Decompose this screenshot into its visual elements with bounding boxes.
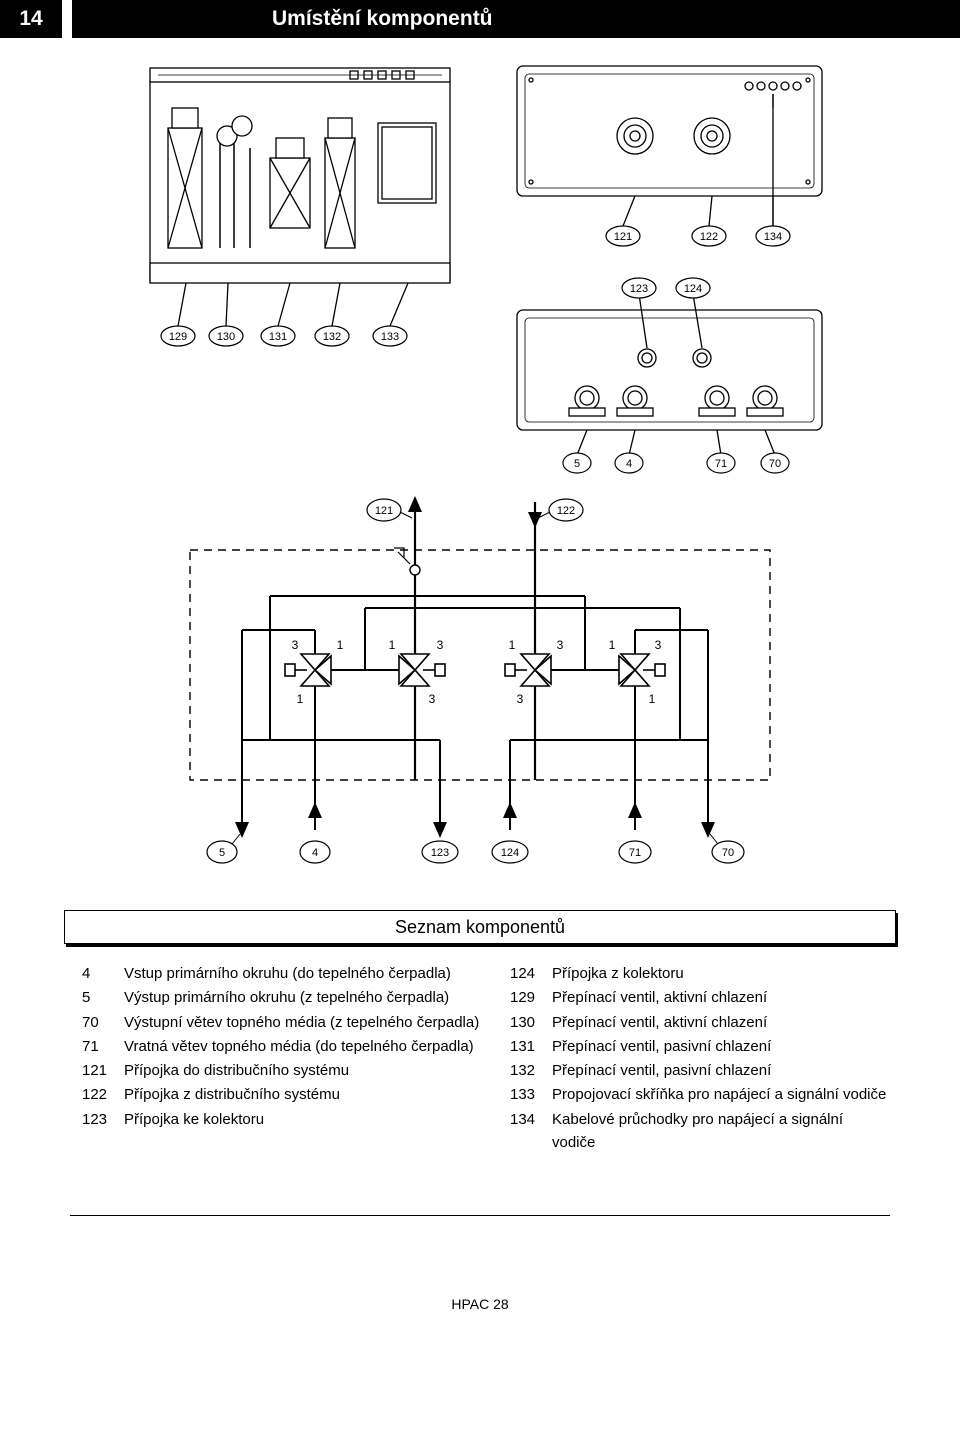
schematic-svg: 3 1 1 1 3 3 1 3 3 1 3 1 (140, 490, 820, 880)
item-text: Vratná větev topného média (do tepelného… (124, 1035, 482, 1058)
item-text: Přepínací ventil, pasivní chlazení (552, 1059, 890, 1082)
item-num: 132 (510, 1059, 552, 1082)
list-item: 70Výstupní větev topného média (z tepeln… (82, 1011, 482, 1034)
footer-label: HPAC 28 (0, 1296, 960, 1312)
item-text: Propojovací skříňka pro napájecí a signá… (552, 1083, 890, 1106)
callout-133: 133 (381, 331, 399, 343)
item-text: Přepínací ventil, pasivní chlazení (552, 1035, 890, 1058)
item-text: Vstup primárního okruhu (do tepelného če… (124, 962, 482, 985)
callout-132: 132 (323, 331, 341, 343)
callout-124: 124 (684, 283, 702, 295)
item-num: 122 (82, 1083, 124, 1106)
callout-4: 4 (626, 458, 632, 470)
page-number: 14 (0, 0, 62, 38)
item-num: 121 (82, 1059, 124, 1082)
item-num: 133 (510, 1083, 552, 1106)
callout-129: 129 (169, 331, 187, 343)
item-num: 130 (510, 1011, 552, 1034)
callout-70: 70 (769, 458, 781, 470)
list-item: 123Přípojka ke kolektoru (82, 1108, 482, 1131)
diagram-row-top: 129 130 131 132 133 (0, 60, 960, 480)
sch-callout-70: 70 (722, 847, 734, 859)
sch-callout-4: 4 (312, 847, 318, 859)
footer-rule (70, 1215, 890, 1216)
component-list-right: 124Přípojka z kolektoru 129Přepínací ven… (510, 962, 890, 1155)
item-text: Výstupní větev topného média (z tepelnéh… (124, 1011, 482, 1034)
callout-122: 122 (700, 231, 718, 243)
vport: 1 (609, 638, 616, 652)
callout-71: 71 (715, 458, 727, 470)
list-item: 121Přípojka do distribučního systému (82, 1059, 482, 1082)
list-item: 131Přepínací ventil, pasivní chlazení (510, 1035, 890, 1058)
sch-callout-123: 123 (431, 847, 449, 859)
vport: 1 (389, 638, 396, 652)
list-item: 134Kabelové průchodky pro napájecí a sig… (510, 1108, 890, 1155)
component-columns: 4Vstup primárního okruhu (do tepelného č… (0, 962, 960, 1155)
vport: 3 (437, 638, 444, 652)
list-item: 132Přepínací ventil, pasivní chlazení (510, 1059, 890, 1082)
item-num: 129 (510, 986, 552, 1009)
callout-130: 130 (217, 331, 235, 343)
vport: 3 (655, 638, 662, 652)
item-text: Kabelové průchodky pro napájecí a signál… (552, 1108, 890, 1155)
item-text: Přepínací ventil, aktivní chlazení (552, 1011, 890, 1034)
item-text: Přípojka z kolektoru (552, 962, 890, 985)
item-text: Přípojka ke kolektoru (124, 1108, 482, 1131)
sch-callout-5: 5 (219, 847, 225, 859)
title-gap (62, 0, 72, 38)
callout-5: 5 (574, 458, 580, 470)
list-item: 5Výstup primárního okruhu (z tepelného č… (82, 986, 482, 1009)
callout-123: 123 (630, 283, 648, 295)
list-item: 71Vratná větev topného média (do tepelné… (82, 1035, 482, 1058)
item-num: 70 (82, 1011, 124, 1034)
top-diagrams-svg: 129 130 131 132 133 (65, 60, 895, 480)
item-num: 124 (510, 962, 552, 985)
component-list-header: Seznam komponentů (64, 910, 896, 944)
page-title: Umístění komponentů (72, 0, 960, 38)
sch-callout-122: 122 (557, 505, 575, 517)
list-item: 4Vstup primárního okruhu (do tepelného č… (82, 962, 482, 985)
vport: 1 (297, 692, 304, 706)
item-text: Výstup primárního okruhu (z tepelného če… (124, 986, 482, 1009)
item-text: Přepínací ventil, aktivní chlazení (552, 986, 890, 1009)
list-item: 129Přepínací ventil, aktivní chlazení (510, 986, 890, 1009)
list-item: 124Přípojka z kolektoru (510, 962, 890, 985)
vport: 1 (337, 638, 344, 652)
callout-131: 131 (269, 331, 287, 343)
item-num: 134 (510, 1108, 552, 1155)
vport: 1 (649, 692, 656, 706)
list-item: 122Přípojka z distribučního systému (82, 1083, 482, 1106)
callout-121: 121 (614, 231, 632, 243)
vport: 3 (557, 638, 564, 652)
vport: 1 (509, 638, 516, 652)
sch-callout-124: 124 (501, 847, 519, 859)
sch-callout-71: 71 (629, 847, 641, 859)
callout-134: 134 (764, 231, 782, 243)
item-num: 131 (510, 1035, 552, 1058)
vport: 3 (517, 692, 524, 706)
item-num: 123 (82, 1108, 124, 1131)
sch-callout-121: 121 (375, 505, 393, 517)
item-num: 71 (82, 1035, 124, 1058)
item-text: Přípojka z distribučního systému (124, 1083, 482, 1106)
vport: 3 (429, 692, 436, 706)
item-text: Přípojka do distribučního systému (124, 1059, 482, 1082)
component-list-left: 4Vstup primárního okruhu (do tepelného č… (82, 962, 482, 1155)
item-num: 5 (82, 986, 124, 1009)
list-item: 133Propojovací skříňka pro napájecí a si… (510, 1083, 890, 1106)
title-bar: 14 Umístění komponentů (0, 0, 960, 38)
item-num: 4 (82, 962, 124, 985)
hydraulic-schematic: 3 1 1 1 3 3 1 3 3 1 3 1 (0, 490, 960, 880)
vport: 3 (292, 638, 299, 652)
list-item: 130Přepínací ventil, aktivní chlazení (510, 1011, 890, 1034)
